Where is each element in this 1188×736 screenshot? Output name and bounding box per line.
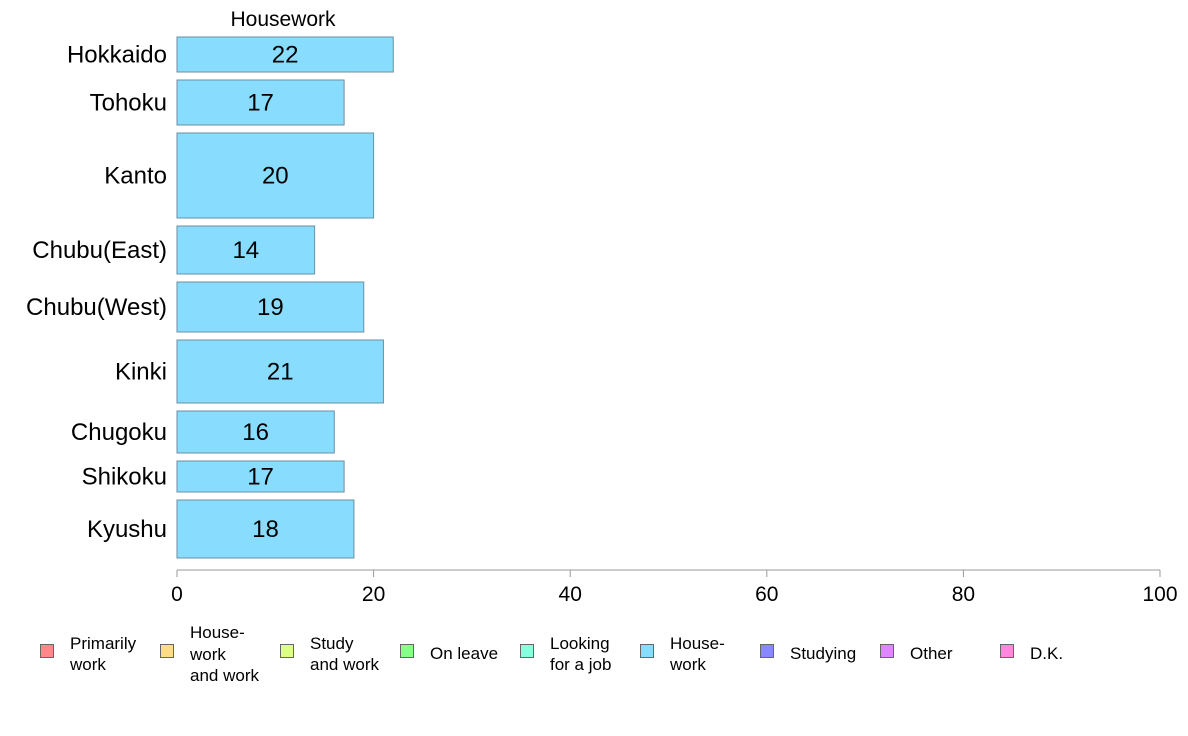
x-tick-label: 100 (1142, 583, 1177, 606)
legend-swatch (640, 644, 654, 658)
category-label: Chubu(East) (32, 237, 167, 264)
legend-item: Looking for a job (520, 622, 611, 686)
legend-label: Primarily work (70, 633, 137, 675)
data-label: 17 (247, 90, 274, 117)
data-label: 21 (267, 359, 294, 386)
data-label: 14 (232, 237, 259, 264)
bar-kanto (176, 132, 375, 219)
legend-swatch (760, 644, 774, 658)
legend-item: Study and work (280, 622, 379, 686)
chart-legend: Primarily work House- work and work Study … (40, 622, 1180, 692)
legend-swatch (880, 644, 894, 658)
legend-swatch (40, 644, 54, 658)
bar-chugoku (176, 410, 335, 454)
legend-label: Study and work (310, 633, 379, 675)
data-label: 18 (252, 516, 279, 543)
legend-label: House- work and work (190, 623, 259, 685)
bar-shikoku (176, 460, 345, 493)
legend-item: Other (880, 622, 953, 686)
legend-label: On leave (430, 644, 499, 664)
bar-chubu-west (176, 281, 365, 333)
category-label: Tohoku (90, 90, 167, 117)
category-label: Kyushu (87, 516, 167, 543)
x-tick-label: 40 (559, 583, 582, 606)
bar-kinki (176, 339, 384, 404)
bar-chart: Housework Hokkaido 22 Tohoku 17 Kanto 20 Chubu… (26, 8, 1177, 606)
bar-kyushu (176, 499, 355, 559)
legend-swatch (1000, 644, 1014, 658)
data-label: 19 (257, 294, 284, 321)
category-label: Kinki (115, 359, 167, 386)
legend-swatch (400, 644, 414, 658)
bar-chubu-east (176, 225, 316, 275)
legend-swatch (520, 644, 534, 658)
data-label: 17 (247, 464, 274, 491)
category-label: Shikoku (82, 464, 167, 491)
legend-item: House- work (640, 622, 725, 686)
bar-tohoku (176, 79, 345, 126)
category-label: Chubu(West) (26, 294, 167, 321)
x-tick-label: 20 (362, 583, 385, 606)
bar-hokkaido (176, 36, 394, 73)
x-tick-label: 0 (171, 583, 183, 606)
chart-title: Housework (230, 8, 336, 31)
legend-label: House- work (670, 633, 725, 675)
legend-swatch (160, 644, 174, 658)
legend-label: D.K. (1030, 644, 1064, 664)
legend-item: House- work and work (160, 622, 259, 687)
legend-swatch (280, 644, 294, 658)
legend-label: Studying (790, 644, 857, 664)
data-label: 16 (242, 419, 269, 446)
legend-label: Other (910, 644, 953, 664)
legend-item: Primarily work (40, 622, 136, 686)
category-label: Kanto (104, 163, 167, 190)
x-tick-label: 80 (952, 583, 975, 606)
data-label: 22 (272, 42, 299, 69)
legend-label: Looking for a job (550, 633, 612, 675)
category-label: Hokkaido (67, 42, 167, 69)
legend-item: On leave (400, 622, 498, 686)
category-label: Chugoku (71, 419, 167, 446)
legend-item: Studying (760, 622, 856, 686)
x-tick-label: 60 (755, 583, 778, 606)
data-label: 20 (262, 163, 289, 190)
legend-item: D.K. (1000, 622, 1063, 686)
